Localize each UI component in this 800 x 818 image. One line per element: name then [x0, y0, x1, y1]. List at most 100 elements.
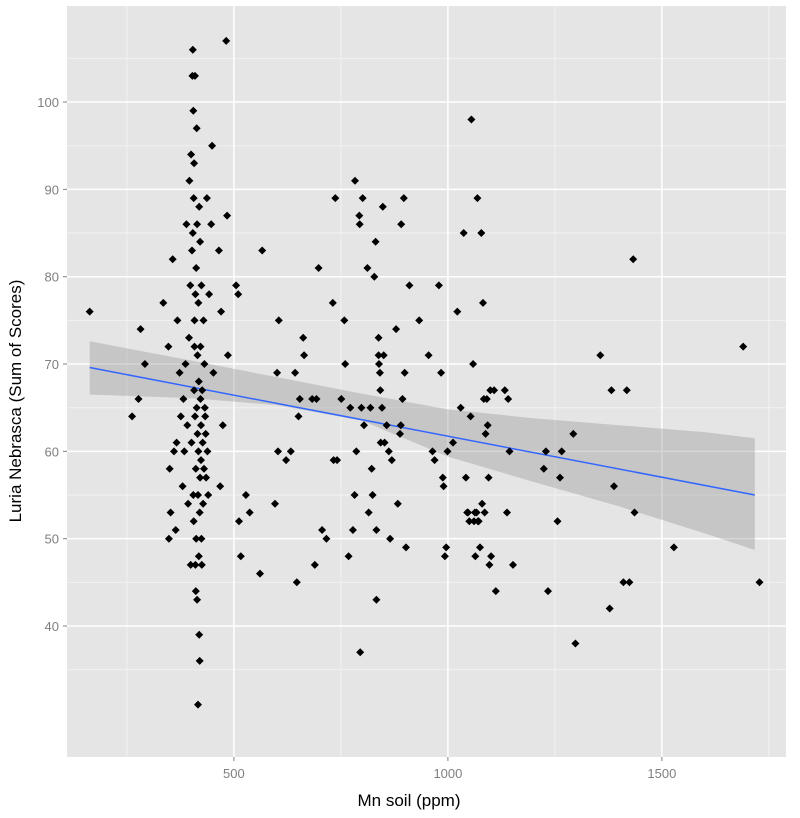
data-point	[190, 342, 199, 351]
data-point	[398, 395, 407, 403]
data-point	[256, 569, 264, 578]
data-point	[172, 438, 181, 447]
data-point	[367, 464, 376, 473]
data-point	[622, 386, 631, 395]
data-point	[191, 587, 200, 596]
data-point	[164, 342, 173, 351]
data-point	[428, 447, 437, 456]
data-point	[282, 456, 291, 465]
data-point	[400, 368, 409, 377]
data-point	[194, 298, 203, 307]
data-point	[351, 176, 359, 185]
data-point	[188, 229, 197, 237]
data-point	[487, 552, 496, 561]
data-point	[217, 307, 226, 316]
data-point	[300, 351, 309, 360]
data-point	[202, 473, 211, 482]
data-point	[192, 124, 201, 133]
data-point	[366, 403, 375, 412]
data-point	[292, 578, 301, 587]
y-tick-label: 100	[37, 95, 59, 110]
data-point	[350, 491, 359, 499]
data-point	[200, 464, 208, 473]
data-point	[193, 595, 202, 604]
data-point	[477, 229, 486, 237]
data-point	[370, 272, 379, 281]
data-point	[384, 447, 393, 456]
data-point	[222, 36, 231, 45]
data-point	[466, 412, 475, 421]
data-point	[382, 421, 391, 430]
data-point	[171, 526, 180, 534]
data-point	[194, 377, 203, 386]
data-point	[198, 386, 207, 395]
data-point	[159, 298, 168, 307]
data-point	[374, 351, 383, 360]
data-point	[557, 447, 566, 456]
y-tick-label: 40	[45, 619, 59, 634]
data-point	[375, 368, 384, 377]
data-point	[201, 412, 210, 421]
data-point	[392, 325, 401, 334]
data-point	[467, 115, 476, 124]
data-point	[372, 595, 381, 604]
data-point	[295, 395, 304, 403]
data-point	[192, 534, 201, 543]
data-point	[363, 264, 372, 272]
data-point	[187, 150, 196, 159]
data-point	[356, 648, 365, 657]
data-point	[473, 194, 482, 203]
data-point	[189, 106, 198, 115]
data-point	[619, 578, 628, 587]
data-point	[374, 333, 383, 342]
data-point	[199, 499, 208, 508]
data-point	[208, 141, 217, 150]
data-point	[318, 526, 327, 534]
data-point	[312, 395, 321, 403]
data-point	[203, 447, 212, 456]
data-point	[273, 368, 282, 377]
data-point	[415, 316, 424, 325]
x-axis-ticks: 500 1000 1500	[223, 757, 676, 781]
data-point	[241, 491, 250, 499]
data-point	[190, 159, 199, 168]
data-point	[491, 587, 500, 596]
data-point	[509, 560, 517, 569]
data-point	[271, 499, 279, 508]
data-point	[299, 333, 308, 342]
data-point	[170, 447, 178, 456]
data-point	[396, 421, 405, 430]
data-point	[438, 473, 447, 482]
data-point	[348, 526, 357, 534]
data-point	[405, 281, 414, 290]
x-axis-title: Mn soil (ppm)	[358, 791, 461, 810]
data-point	[434, 281, 443, 290]
data-point	[188, 45, 197, 54]
data-point	[193, 220, 202, 229]
data-point	[607, 386, 616, 395]
data-point	[196, 395, 205, 403]
data-point	[341, 360, 350, 368]
data-point	[605, 604, 614, 613]
data-point	[333, 456, 342, 465]
data-point	[556, 473, 564, 482]
data-point	[629, 255, 638, 264]
data-point	[189, 517, 198, 526]
data-point	[197, 456, 205, 465]
data-point	[397, 220, 406, 229]
data-point	[291, 368, 300, 377]
data-point	[314, 264, 323, 272]
data-point	[472, 508, 481, 517]
data-point	[386, 534, 395, 543]
data-point	[196, 237, 205, 246]
data-point	[322, 534, 331, 543]
data-point	[443, 447, 452, 456]
data-point	[165, 464, 174, 473]
data-point	[192, 264, 201, 272]
panel-background	[67, 6, 786, 757]
minor-gridlines	[67, 6, 786, 757]
data-point	[505, 447, 514, 456]
data-point	[483, 421, 492, 430]
data-point	[378, 403, 386, 412]
data-point	[286, 447, 295, 456]
